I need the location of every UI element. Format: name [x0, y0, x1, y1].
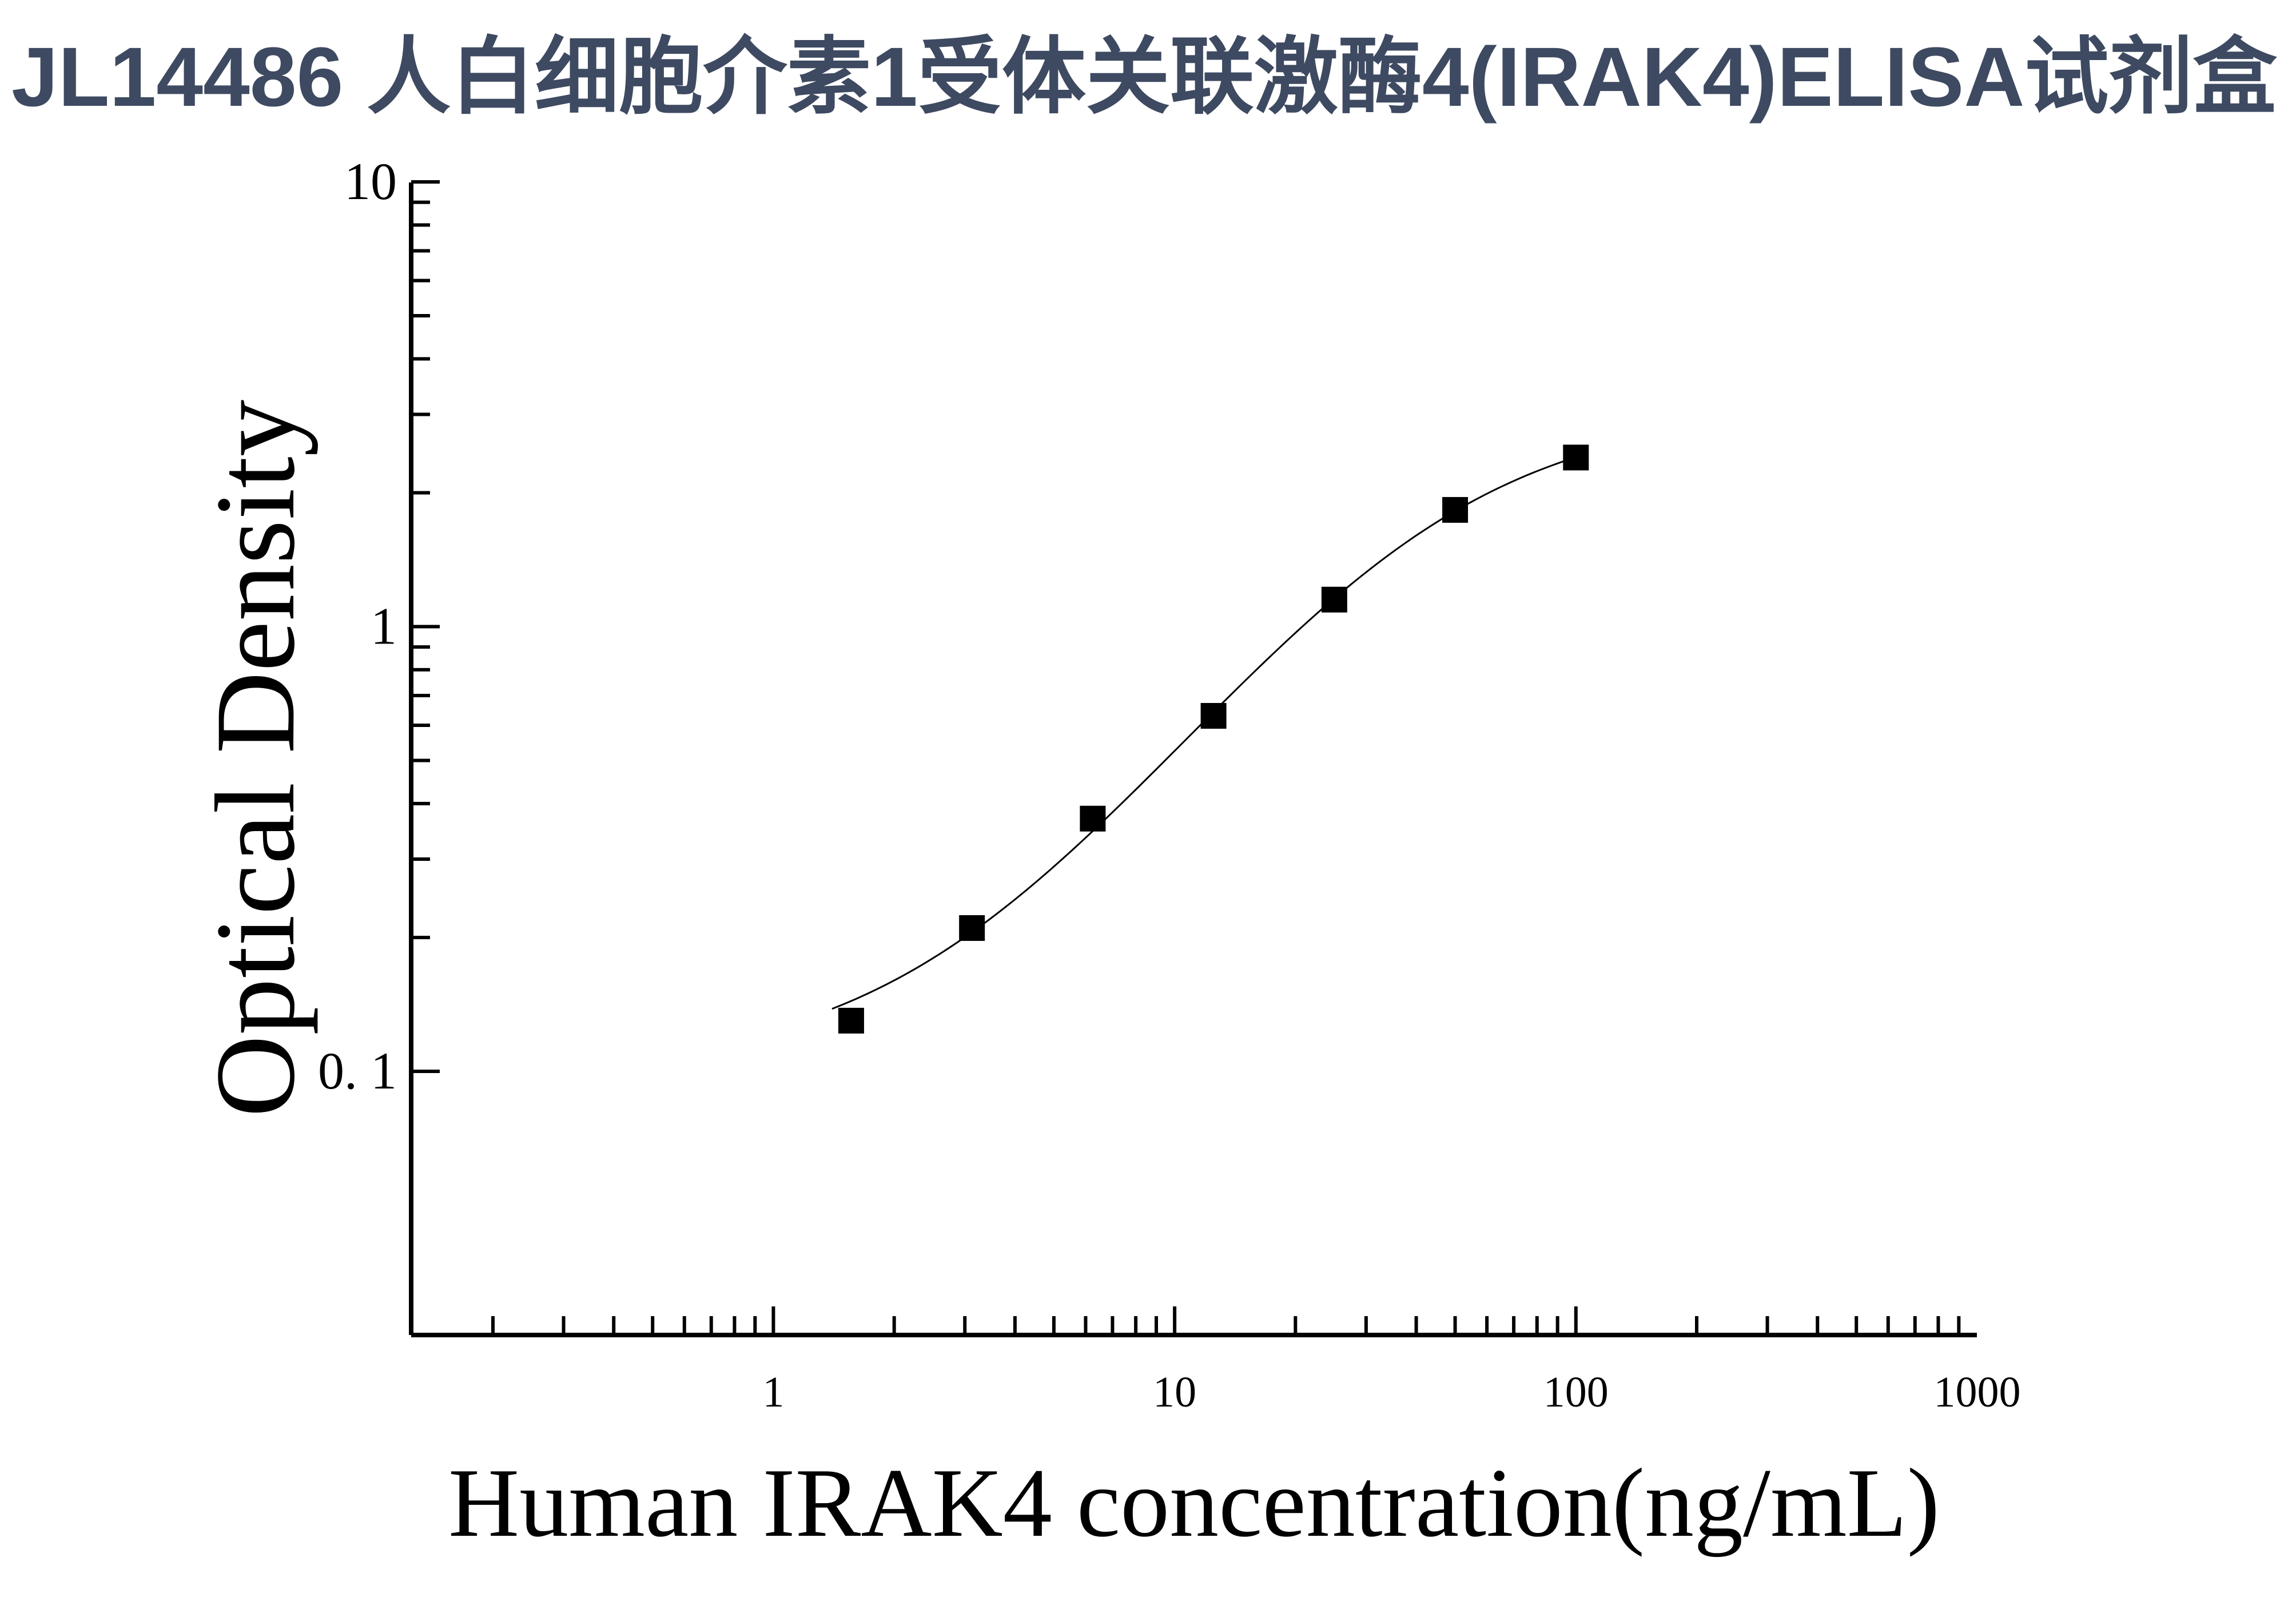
svg-text:100: 100 [1543, 1368, 1609, 1416]
svg-text:1: 1 [762, 1368, 784, 1416]
svg-text:10: 10 [344, 152, 397, 210]
svg-text:1000: 1000 [1933, 1368, 2020, 1416]
svg-text:1: 1 [371, 597, 397, 655]
svg-text:10: 10 [1153, 1368, 1196, 1416]
svg-text:0. 1: 0. 1 [318, 1042, 397, 1100]
